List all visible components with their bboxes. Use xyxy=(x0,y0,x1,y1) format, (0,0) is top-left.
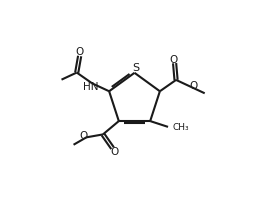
Text: O: O xyxy=(169,55,178,65)
Text: O: O xyxy=(80,131,88,141)
Text: HN: HN xyxy=(83,82,99,92)
Text: O: O xyxy=(190,81,198,91)
Text: CH₃: CH₃ xyxy=(172,123,189,132)
Text: S: S xyxy=(132,63,139,73)
Text: O: O xyxy=(75,47,83,58)
Text: O: O xyxy=(110,147,119,157)
